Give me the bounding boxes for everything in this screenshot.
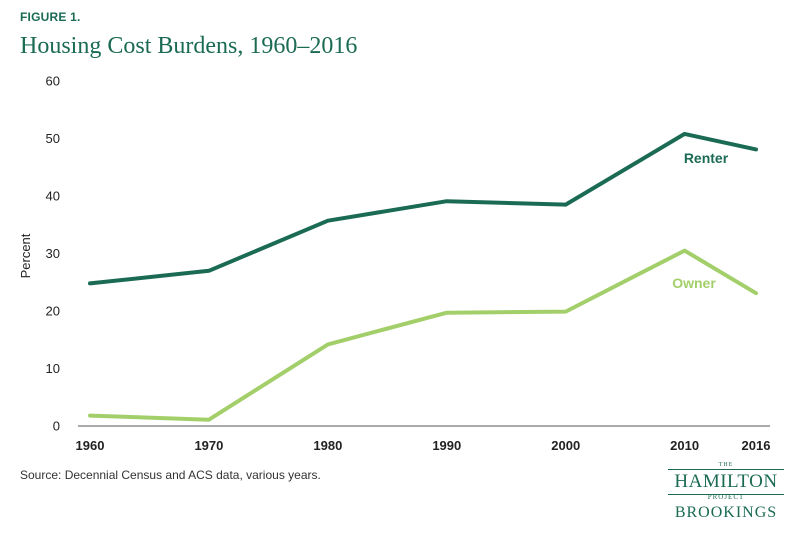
logo-the: THE	[718, 462, 734, 468]
logo-hamilton: HAMILTON	[674, 471, 778, 492]
y-tick-label: 40	[46, 189, 60, 204]
logo-rule	[668, 469, 784, 495]
y-tick-label: 60	[46, 74, 60, 89]
x-tick-label: 2010	[670, 438, 699, 453]
source-note: Source: Decennial Census and ACS data, v…	[20, 468, 321, 482]
y-axis-label: Percent	[18, 233, 33, 278]
y-tick-label: 10	[46, 361, 60, 376]
chart-title: Housing Cost Burdens, 1960–2016	[20, 33, 358, 59]
y-tick-label: 50	[46, 131, 60, 146]
x-tick-label: 2016	[742, 438, 771, 453]
logo-brookings: BROOKINGS	[674, 504, 778, 521]
series-label-renter: Renter	[684, 150, 729, 166]
x-tick-label: 1960	[76, 438, 105, 453]
y-tick-label: 30	[46, 246, 60, 261]
x-tick-label: 1970	[194, 438, 223, 453]
y-tick-label: 0	[53, 419, 60, 434]
y-axis-ticks: 0 10 20 30 40 50 60	[46, 74, 60, 434]
series-labels: Renter Owner	[672, 150, 729, 291]
logo-project: PROJECT	[707, 493, 745, 501]
x-tick-label: 2000	[551, 438, 580, 453]
figure-label: FIGURE 1.	[20, 10, 81, 24]
hamilton-project-logo: THE HAMILTON PROJECT BROOKINGS	[666, 462, 786, 524]
line-chart: 0 10 20 30 40 50 60 1960 1970 1980 1990 2000 2010 20…	[18, 74, 771, 454]
series-label-owner: Owner	[672, 275, 716, 291]
series-lines	[88, 131, 758, 422]
x-tick-label: 1980	[313, 438, 342, 453]
x-tick-label: 1990	[432, 438, 461, 453]
x-axis-ticks: 1960 1970 1980 1990 2000 2010 2016	[76, 438, 771, 453]
y-tick-label: 20	[46, 304, 60, 319]
series-line-renter	[88, 131, 758, 286]
series-line-owner	[88, 248, 758, 422]
